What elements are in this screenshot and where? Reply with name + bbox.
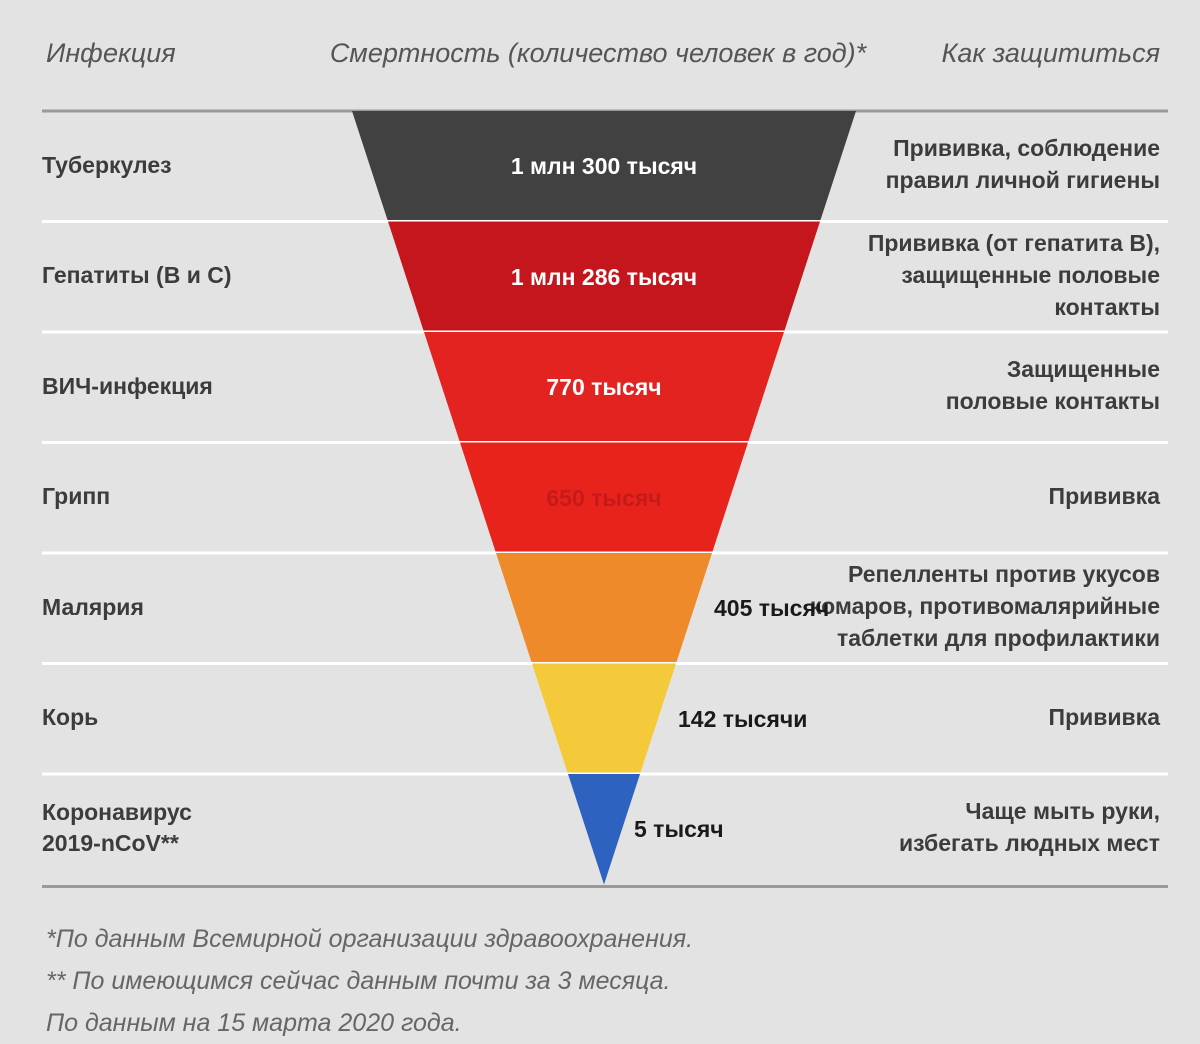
protection-text: Защищенные половые контакты: [945, 356, 1160, 415]
data-label: 650 тысяч: [546, 484, 662, 511]
funnel-segment: [424, 332, 784, 443]
data-label: 5 тысяч: [634, 816, 724, 843]
data-label: 1 млн 300 тысяч: [510, 153, 698, 180]
infection-label: ВИЧ-инфекция: [42, 372, 213, 399]
table-header: Инфекция Смертность (количество человек …: [0, 38, 1200, 78]
footnote-period: ** По имеющимся сейчас данным почти за 3…: [46, 967, 671, 995]
infection-label: Грипп: [42, 483, 111, 510]
header-protection: Как защититься: [941, 38, 1160, 68]
funnel-segment: [460, 442, 748, 553]
protection-text: Прививка (от гепатита В), защищенные пол…: [867, 229, 1160, 320]
funnel-segment: [496, 553, 712, 664]
funnel-segment: [532, 663, 676, 774]
footnotes: *По данным Всемирной организации здравоо…: [46, 918, 693, 1044]
infection-label: Коронавирус 2019-nCoV**: [42, 799, 192, 857]
infection-label: Туберкулез: [42, 151, 172, 178]
infection-label: Малярия: [42, 593, 144, 620]
data-label: 1 млн 286 тысяч: [510, 263, 698, 290]
header-mortality: Смертность (количество человек в год)*: [329, 38, 867, 68]
protection-text: Прививка: [1048, 703, 1160, 730]
protection-text: Чаще мыть руки, избегать людных мест: [899, 798, 1160, 857]
infection-label: Корь: [42, 704, 99, 731]
header-infection: Инфекция: [46, 38, 176, 68]
funnel-segment: [352, 111, 856, 222]
protection-text: Прививка, соблюдение правил личной гигие…: [885, 135, 1160, 194]
protection-text: Прививка: [1048, 482, 1160, 509]
infection-label: Гепатиты (В и С): [42, 262, 232, 289]
funnel-segment: [568, 774, 640, 885]
data-label: 142 тысячи: [678, 705, 808, 732]
funnel-segment: [388, 221, 820, 332]
footnote-date: По данным на 15 марта 2020 года.: [46, 1009, 462, 1037]
footnote-who: *По данным Всемирной организации здравоо…: [46, 925, 694, 953]
data-label: 405 тысяч: [714, 595, 830, 622]
protection-text: Репелленты против укусов комаров, против…: [809, 561, 1160, 652]
data-label: 770 тысяч: [546, 374, 662, 401]
